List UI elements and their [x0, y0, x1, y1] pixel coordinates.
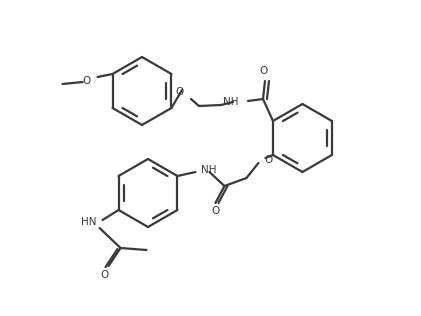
Text: O: O	[101, 270, 109, 280]
Text: HN: HN	[81, 217, 96, 227]
Text: NH: NH	[224, 97, 239, 107]
Text: O: O	[260, 66, 268, 76]
Text: NH: NH	[201, 165, 217, 175]
Text: O: O	[264, 155, 273, 165]
Text: O: O	[82, 76, 91, 86]
Text: O: O	[211, 206, 220, 216]
Text: O: O	[176, 87, 184, 97]
